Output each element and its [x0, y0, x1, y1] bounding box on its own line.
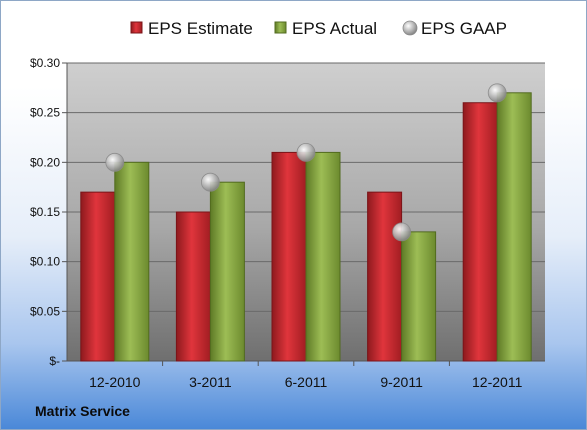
legend-label: EPS Estimate — [148, 19, 253, 38]
legend: EPS Estimate EPS Actual EPS GAAP — [130, 19, 507, 38]
bar-eps-estimate — [462, 102, 498, 362]
bar-eps-estimate — [367, 191, 403, 362]
marker-eps-gaap — [296, 142, 316, 162]
bar-eps-actual — [209, 181, 245, 362]
bar-eps-estimate — [80, 191, 116, 362]
bar-eps-actual — [114, 161, 150, 362]
y-tick-label: $0.20 — [30, 155, 60, 169]
company-name: Matrix Service — [35, 403, 130, 419]
legend-label: EPS GAAP — [421, 19, 507, 38]
y-tick-label: $0.30 — [30, 56, 60, 70]
legend-swatch — [130, 21, 143, 34]
marker-eps-gaap — [392, 222, 412, 242]
x-tick-label: 3-2011 — [189, 374, 232, 390]
y-tick-label: $- — [49, 354, 60, 368]
x-tick-label: 12-2010 — [89, 374, 141, 390]
bar-eps-estimate — [271, 151, 307, 362]
bar-eps-actual — [496, 92, 532, 362]
x-tick-label: 6-2011 — [285, 374, 328, 390]
x-tick-label: 12-2011 — [472, 374, 523, 390]
legend-swatch — [274, 21, 287, 34]
marker-eps-gaap — [487, 83, 507, 103]
bar-eps-actual — [305, 151, 341, 362]
marker-eps-gaap — [105, 152, 125, 172]
legend-swatch — [402, 20, 418, 36]
x-axis: 12-2010 3-2011 6-2011 9-2011 12-2011 — [89, 361, 523, 390]
y-tick-label: $0.05 — [30, 304, 60, 318]
marker-eps-gaap — [200, 172, 220, 192]
bar-eps-actual — [401, 231, 437, 362]
bar-eps-estimate — [175, 211, 211, 362]
legend-label: EPS Actual — [292, 19, 377, 38]
gaap-markers — [105, 83, 507, 242]
y-tick-label: $0.25 — [30, 106, 60, 120]
y-tick-label: $0.10 — [30, 255, 60, 269]
x-tick-label: 9-2011 — [380, 374, 423, 390]
y-tick-label: $0.15 — [30, 205, 60, 219]
bars — [80, 92, 532, 362]
